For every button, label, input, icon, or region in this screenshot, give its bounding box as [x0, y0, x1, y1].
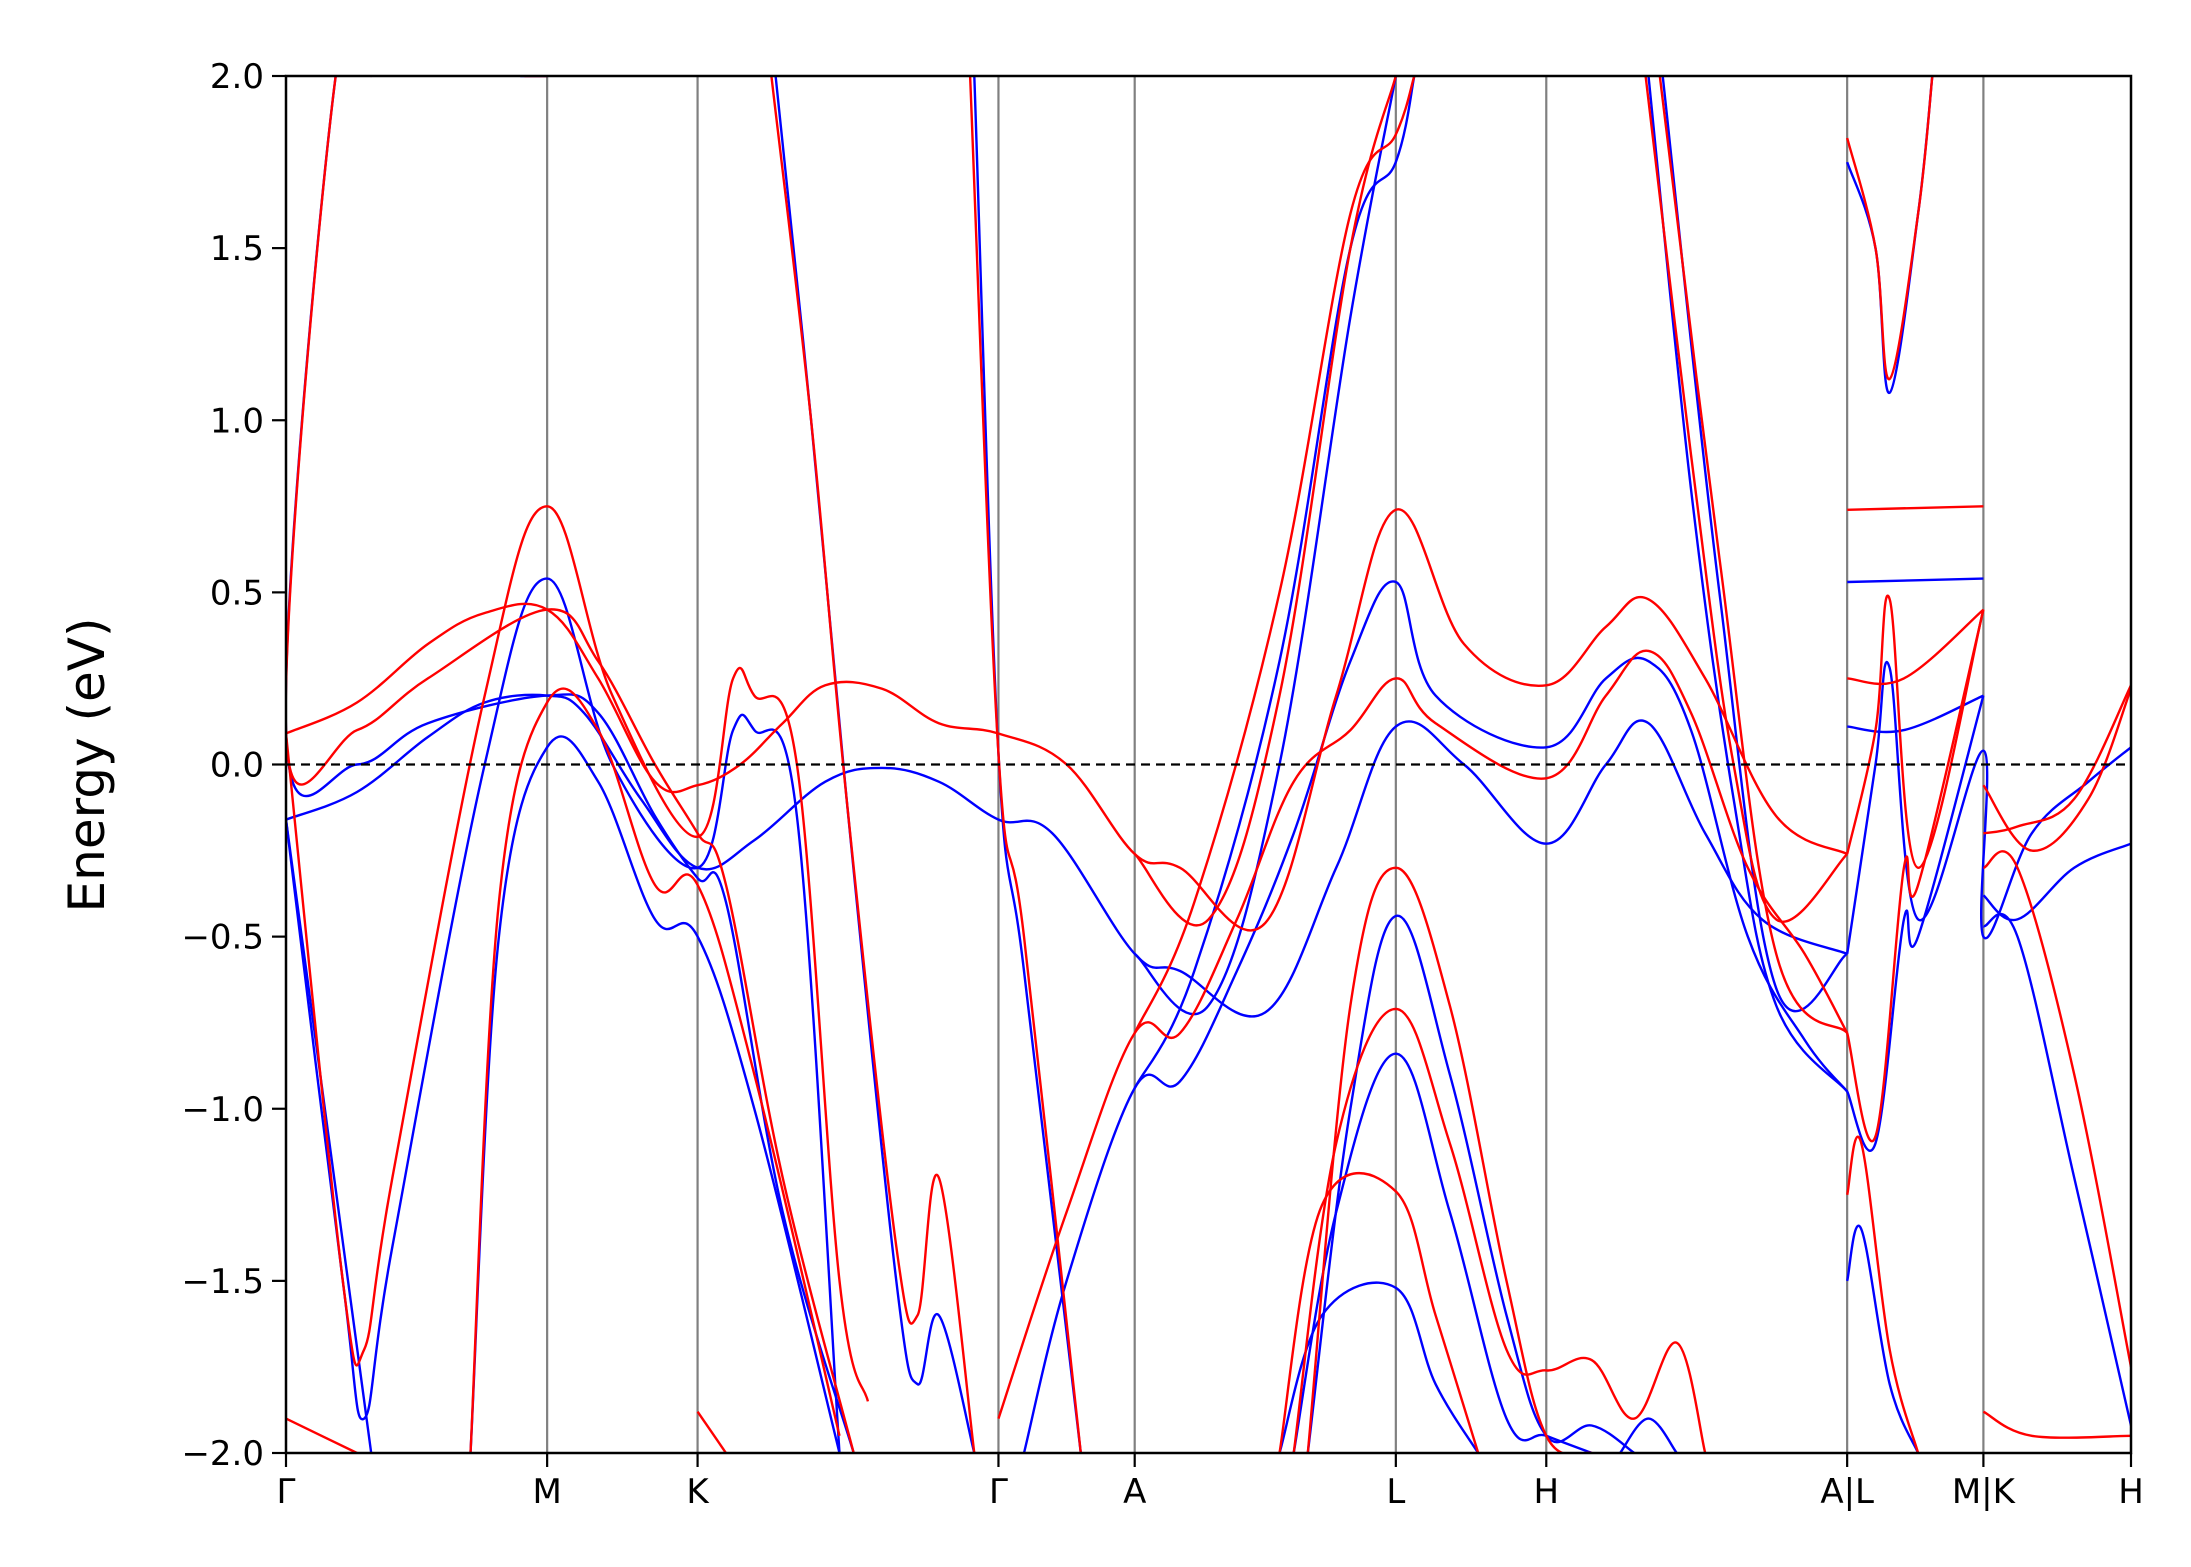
- x-tick-label: Γ: [989, 1472, 1008, 1512]
- band-line: [1619, 1417, 1678, 1453]
- band-line: [1846, 1224, 1920, 1453]
- band-line: [1644, 76, 1849, 923]
- band-line: [997, 649, 1849, 1419]
- band-line: [1982, 1410, 2131, 1439]
- band-line: [1133, 76, 1416, 1034]
- band-line: [286, 76, 855, 1453]
- x-tick-label: K: [686, 1472, 710, 1512]
- band-line: [286, 577, 841, 1453]
- band-line: [968, 76, 1082, 1453]
- y-tick-label: 1.0: [210, 401, 264, 441]
- band-line: [1306, 914, 1635, 1453]
- y-axis-label: Energy (eV): [58, 618, 116, 913]
- band-line: [1847, 694, 1984, 734]
- band-line: [1133, 76, 1416, 1089]
- band-line: [1847, 505, 1984, 511]
- band-line: [1983, 684, 2131, 835]
- y-tick-label: 2.0: [210, 57, 264, 97]
- y-tick-label: −1.5: [181, 1262, 264, 1302]
- band-line: [770, 76, 976, 1453]
- band-line: [1846, 594, 1985, 869]
- x-tick-label: M|K: [1952, 1472, 2017, 1512]
- band-line: [1846, 609, 1985, 1142]
- band-line: [1846, 1135, 1920, 1453]
- x-axis-ticks: Γ M K Γ A L H A|L M|K H: [277, 1453, 2144, 1512]
- x-tick-label: H: [1533, 1472, 1559, 1512]
- band-line: [1292, 1052, 1593, 1453]
- y-axis-ticks: 2.0 1.5 1.0 0.5 0.0 −0.5 −1.0 −1.5 −2.0: [181, 57, 286, 1474]
- x-tick-label: M: [532, 1472, 561, 1512]
- band-line: [286, 505, 870, 1402]
- series-1: [286, 76, 2131, 1453]
- y-tick-label: 0.5: [210, 573, 264, 613]
- x-tick-label: L: [1386, 1472, 1405, 1512]
- band-line: [1133, 76, 1397, 927]
- band-line: [286, 693, 1848, 1018]
- band-line: [973, 76, 1082, 1453]
- band-line: [1983, 912, 2131, 1426]
- x-tick-label: H: [2118, 1472, 2144, 1512]
- band-line: [1846, 76, 1934, 394]
- series-0: [286, 76, 2131, 1453]
- x-tick-label: A: [1123, 1472, 1146, 1512]
- band-line: [1292, 1007, 1707, 1453]
- band-line: [1846, 660, 2131, 954]
- y-tick-label: −1.0: [181, 1090, 264, 1130]
- band-line: [1982, 842, 2131, 922]
- band-line: [1278, 1172, 1480, 1453]
- band-line: [1278, 1281, 1480, 1453]
- band-line: [1982, 688, 2131, 852]
- band-line: [1846, 695, 1985, 1152]
- band-line: [696, 1411, 727, 1453]
- y-axis-label-group: Energy (eV): [58, 618, 116, 913]
- band-line: [286, 819, 373, 1453]
- band-line: [1658, 76, 1849, 1034]
- y-tick-label: 1.5: [210, 229, 264, 269]
- x-tick-label: A|L: [1820, 1472, 1874, 1512]
- band-line: [286, 508, 1848, 932]
- x-tick-label: Γ: [277, 1472, 296, 1512]
- band-curves: [286, 76, 2131, 1453]
- band-line: [1306, 866, 1593, 1453]
- y-tick-label: −2.0: [181, 1434, 264, 1474]
- band-line: [286, 1417, 358, 1453]
- band-line: [1847, 577, 1984, 584]
- band-line: [469, 735, 841, 1453]
- band-line: [469, 687, 841, 1453]
- y-tick-label: −0.5: [181, 918, 264, 958]
- band-line: [1133, 76, 1397, 1016]
- y-tick-label: 0.0: [210, 746, 264, 786]
- band-line: [1847, 608, 1985, 686]
- band-line: [1846, 76, 1934, 381]
- band-line: [1982, 850, 2131, 1368]
